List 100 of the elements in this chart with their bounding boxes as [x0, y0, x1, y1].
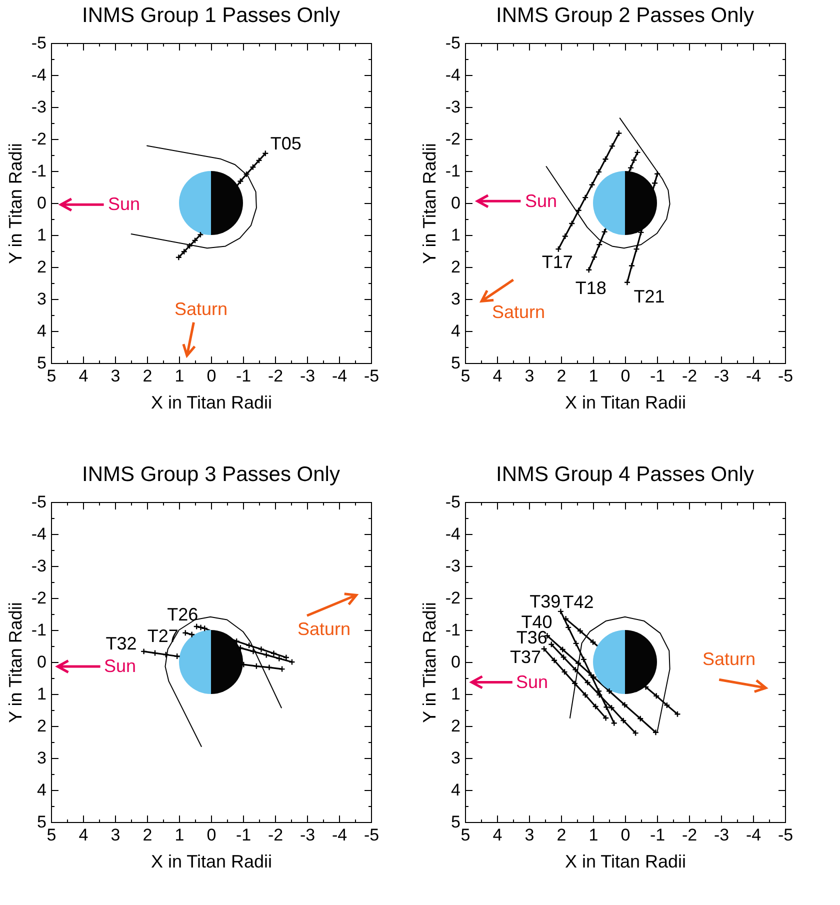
y-axis-title: Y in Titan Radii	[419, 602, 440, 723]
y-tick-label: -4	[31, 524, 46, 544]
y-tick-label: -4	[445, 66, 460, 84]
x-tick-label: 2	[142, 366, 152, 386]
y-tick-label: 2	[37, 258, 46, 276]
annotation: Sun	[104, 656, 136, 676]
y-tick-label: -5	[445, 492, 460, 512]
x-tick-label: 1	[174, 826, 184, 844]
x-tick-label: 4	[78, 826, 88, 844]
x-tick-label: -4	[332, 366, 348, 386]
x-tick-label: 3	[110, 826, 120, 844]
x-axis-title: X in Titan Radii	[564, 852, 686, 872]
y-tick-label: 5	[37, 812, 46, 832]
x-tick-label: -5	[364, 826, 380, 844]
series-label: T26	[167, 604, 198, 624]
x-tick-label: 1	[174, 366, 184, 386]
x-tick-label: 0	[206, 826, 216, 844]
annotation: Sun	[525, 191, 558, 211]
annotation: Saturn	[492, 302, 546, 322]
x-tick-label: 2	[142, 826, 152, 844]
chart-title: INMS Group 3 Passes Only	[82, 463, 340, 486]
y-tick-label: 1	[451, 226, 460, 244]
y-tick-label: -2	[445, 130, 460, 148]
x-tick-label: 2	[556, 826, 566, 844]
y-tick-label: -3	[445, 98, 460, 116]
series-label: T37	[510, 646, 542, 667]
series-label: T05	[270, 133, 302, 154]
x-tick-label: 4	[492, 826, 502, 844]
series-label: T18	[575, 278, 606, 298]
y-tick-label: -2	[31, 130, 46, 148]
annotation: Sun	[108, 194, 140, 214]
annotation: Saturn	[702, 649, 756, 669]
y-tick-label: 0	[37, 194, 46, 212]
x-tick-label: 3	[524, 826, 534, 844]
chart-title: INMS Group 4 Passes Only	[496, 463, 754, 486]
y-tick-label: -5	[31, 492, 46, 512]
y-tick-label: 4	[37, 780, 46, 800]
series-label: T39	[530, 591, 561, 612]
y-tick-label: 0	[451, 194, 460, 212]
y-tick-label: -4	[31, 66, 46, 84]
x-axis-title: X in Titan Radii	[564, 392, 686, 412]
y-axis-title: Y in Titan Radii	[419, 143, 440, 264]
x-tick-label: -3	[300, 366, 316, 386]
x-tick-label: -4	[746, 366, 762, 386]
x-tick-label: -4	[332, 826, 348, 844]
chart-title: INMS Group 1 Passes Only	[82, 4, 340, 27]
y-tick-label: -1	[445, 620, 460, 640]
y-tick-label: 3	[451, 748, 460, 768]
x-tick-label: 0	[620, 826, 630, 844]
y-tick-label: -4	[445, 524, 460, 544]
y-tick-label: -2	[31, 588, 46, 608]
y-tick-label: 3	[37, 290, 46, 308]
annotation: Saturn	[174, 299, 228, 319]
series-label: T32	[106, 633, 137, 654]
x-axis-title: X in Titan Radii	[150, 392, 272, 412]
x-tick-label: -2	[268, 366, 284, 386]
x-tick-label: -5	[778, 826, 794, 844]
y-tick-label: 4	[37, 322, 46, 340]
x-tick-label: 3	[110, 366, 120, 386]
x-tick-label: -2	[268, 826, 284, 844]
x-tick-label: -1	[236, 366, 252, 386]
y-tick-label: -1	[445, 162, 460, 180]
x-tick-label: -3	[714, 366, 730, 386]
y-tick-label: 1	[37, 226, 46, 244]
y-tick-label: 5	[451, 812, 460, 832]
y-tick-label: 3	[37, 748, 46, 768]
y-tick-label: 0	[451, 652, 460, 672]
y-tick-label: 5	[37, 354, 46, 372]
y-tick-label: 4	[451, 780, 460, 800]
y-tick-label: -1	[31, 162, 46, 180]
y-axis-title: Y in Titan Radii	[5, 143, 26, 264]
x-tick-label: 2	[556, 366, 566, 386]
y-tick-label: 4	[451, 322, 460, 340]
chart-title: INMS Group 2 Passes Only	[496, 4, 754, 27]
series-label: T17	[542, 252, 573, 272]
y-tick-label: 2	[37, 716, 46, 736]
x-tick-label: 0	[620, 366, 630, 386]
x-tick-label: -2	[682, 366, 698, 386]
y-axis-title: Y in Titan Radii	[5, 602, 26, 723]
x-tick-label: -1	[236, 826, 252, 844]
y-tick-label: 1	[451, 684, 460, 704]
annotation: Sun	[516, 672, 548, 692]
y-tick-label: 1	[37, 684, 46, 704]
x-tick-label: -1	[650, 826, 666, 844]
x-tick-label: 0	[206, 366, 216, 386]
y-tick-label: 0	[37, 652, 46, 672]
y-tick-label: -5	[445, 34, 460, 52]
series-label: T42	[562, 592, 594, 612]
x-tick-label: -3	[714, 826, 730, 844]
y-tick-label: 3	[451, 290, 460, 308]
y-tick-label: -3	[31, 556, 46, 576]
y-tick-label: 2	[451, 258, 460, 276]
y-tick-label: 2	[451, 716, 460, 736]
x-tick-label: 3	[524, 366, 534, 386]
series-label: T21	[634, 286, 665, 306]
y-tick-label: -1	[31, 620, 46, 640]
y-tick-label: -2	[445, 588, 460, 608]
x-tick-label: -3	[300, 826, 316, 844]
x-tick-label: 4	[492, 366, 502, 386]
y-tick-label: 5	[451, 354, 460, 372]
